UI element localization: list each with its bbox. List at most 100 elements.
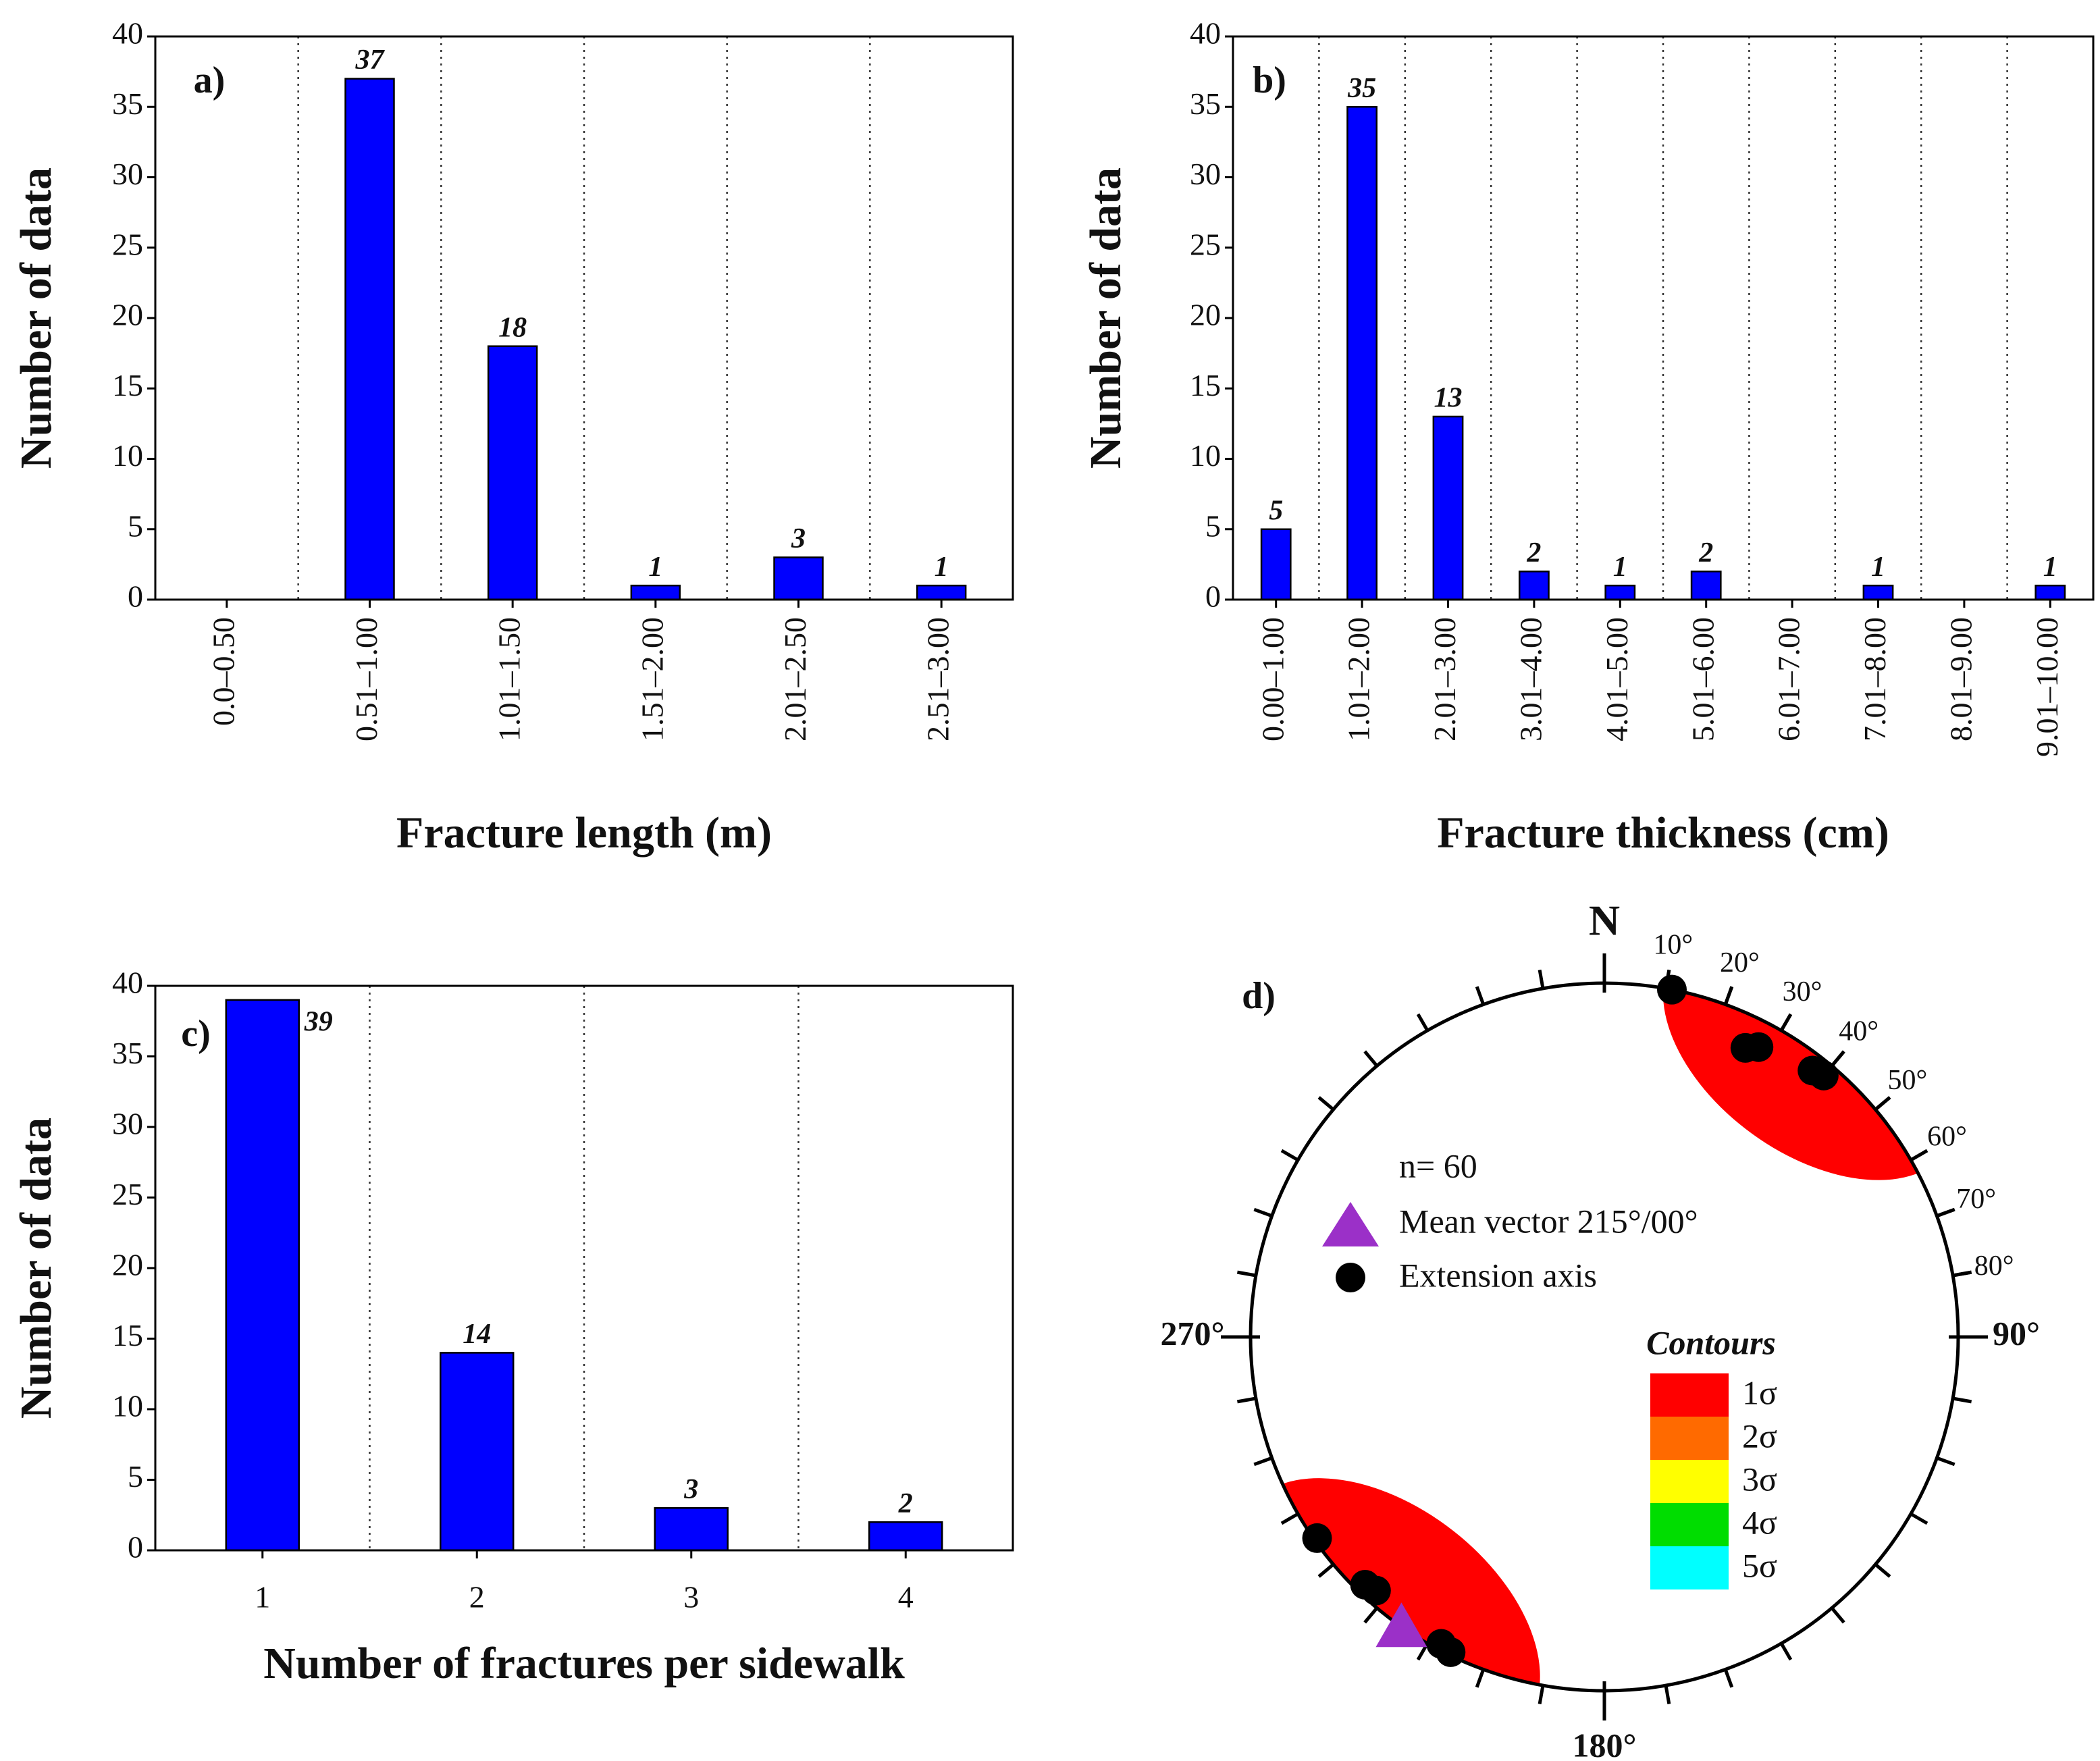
rim-tick: [1952, 1396, 1972, 1404]
contour-swatch: [1650, 1460, 1729, 1503]
x-tick-label: 0.00–1.00: [1255, 617, 1290, 741]
y-axis-title: Number of data: [11, 1118, 61, 1419]
rim-label: 180°: [1573, 1726, 1637, 1761]
rim-tick: [1363, 1606, 1379, 1624]
bar: [1862, 584, 1894, 601]
value-label: 3: [791, 523, 806, 554]
y-tick-label: 10: [112, 438, 143, 473]
bar: [2035, 584, 2066, 601]
y-tick-label: 0: [128, 579, 143, 614]
rim-tick: [1723, 1668, 1734, 1688]
rim-tick: [1363, 1050, 1379, 1068]
y-tick-label: 35: [112, 86, 143, 121]
legend-text: Extension axis: [1399, 1256, 1597, 1294]
contour-swatch: [1650, 1503, 1729, 1546]
rim-label: 80°: [1974, 1251, 2014, 1282]
x-tick-label: 0.51–1.00: [349, 617, 384, 741]
contour-label: 5σ: [1742, 1546, 1777, 1584]
bar: [1346, 106, 1378, 601]
y-tick-label: 30: [1190, 157, 1221, 191]
rim-label: 40°: [1839, 1016, 1879, 1047]
y-tick-label: 0: [1205, 579, 1221, 614]
x-tick-label: 6.01–7.00: [1772, 617, 1806, 741]
contour-swatch: [1650, 1417, 1729, 1460]
rim-tick: [1280, 1512, 1299, 1525]
panel-label: a): [194, 59, 226, 101]
rim-label-tick: [1936, 1207, 1955, 1218]
x-tick-label: 5.01–6.00: [1685, 617, 1720, 741]
value-label: 13: [1434, 383, 1463, 414]
value-label: 5: [1269, 495, 1283, 526]
y-tick-label: 35: [112, 1036, 143, 1070]
bar: [630, 584, 681, 601]
rim-label: 70°: [1956, 1184, 1996, 1215]
panel-label: b): [1253, 59, 1286, 101]
rim-label-tick: [1723, 986, 1734, 1005]
value-label: 1: [1613, 552, 1627, 583]
y-tick-label: 10: [1190, 438, 1221, 473]
rim-tick: [1317, 1096, 1335, 1111]
contour-swatch: [1650, 1373, 1729, 1417]
x-tick-label: 2.01–2.50: [778, 617, 812, 741]
contours: [1251, 983, 1958, 1691]
rim-tick: [1253, 1456, 1273, 1467]
rim-tick: [1538, 1685, 1545, 1705]
bar: [1432, 415, 1464, 601]
x-tick-label: 3.01–4.00: [1513, 617, 1548, 741]
extension-axis: [1656, 974, 1687, 1005]
mean-vector: [1375, 1602, 1427, 1648]
y-tick-label: 15: [112, 368, 143, 402]
extension-axis: [1436, 1637, 1466, 1667]
x-tick-label: 4.01–5.00: [1600, 617, 1634, 741]
y-tick-label: 30: [112, 157, 143, 191]
bar: [1518, 571, 1550, 601]
rim-label-tick: [1779, 1013, 1793, 1032]
extension-axis: [1743, 1032, 1774, 1062]
x-axis-title: Fracture length (m): [396, 808, 772, 858]
rim-tick: [1538, 969, 1545, 989]
bar: [1690, 571, 1722, 601]
y-tick-label: 40: [1190, 16, 1221, 51]
contour-label: 3σ: [1742, 1460, 1777, 1498]
panel-label: d): [1242, 975, 1276, 1017]
legend-text: n= 60: [1399, 1147, 1477, 1184]
bar: [773, 556, 824, 601]
bar: [344, 78, 395, 601]
rim-label: 10°: [1653, 930, 1693, 961]
value-label: 18: [498, 312, 527, 343]
rim-label: 50°: [1888, 1065, 1928, 1096]
extension-axis: [1302, 1523, 1332, 1553]
value-label: 39: [304, 1007, 333, 1038]
rim-tick: [1779, 1642, 1793, 1661]
rim-label: 60°: [1927, 1122, 1967, 1153]
plot-frame: [154, 35, 1014, 601]
value-label: 14: [463, 1319, 491, 1350]
rim-label: N: [1589, 897, 1620, 945]
bar: [1604, 584, 1636, 601]
x-tick-label: 8.01–9.00: [1943, 617, 1978, 741]
y-tick-label: 30: [112, 1107, 143, 1141]
value-label: 1: [648, 552, 662, 583]
value-label: 1: [1871, 552, 1885, 583]
bar: [654, 1507, 729, 1552]
bar: [487, 345, 538, 601]
rim-tick: [1236, 1396, 1257, 1404]
x-tick-label: 1.01–2.00: [1342, 617, 1376, 741]
contour-label: 4σ: [1742, 1503, 1777, 1541]
y-tick-label: 15: [1190, 368, 1221, 402]
bar: [916, 584, 967, 601]
x-tick-label: 7.01–8.00: [1858, 617, 1892, 741]
x-tick-label: 2: [469, 1580, 485, 1614]
rim-tick: [1416, 1013, 1429, 1032]
rim-tick: [1317, 1562, 1335, 1578]
rim-tick: [1830, 1606, 1845, 1624]
rim-label-tick: [1952, 1270, 1972, 1278]
y-tick-label: 35: [1190, 86, 1221, 121]
x-tick-label: 1.51–2.00: [635, 617, 669, 741]
x-axis-title: Fracture thickness (cm): [1437, 808, 1889, 858]
value-label: 1: [2043, 552, 2057, 583]
legend-text: Mean vector 215°/00°: [1399, 1202, 1698, 1240]
value-label: 37: [355, 45, 386, 76]
y-tick-label: 25: [112, 1177, 143, 1211]
